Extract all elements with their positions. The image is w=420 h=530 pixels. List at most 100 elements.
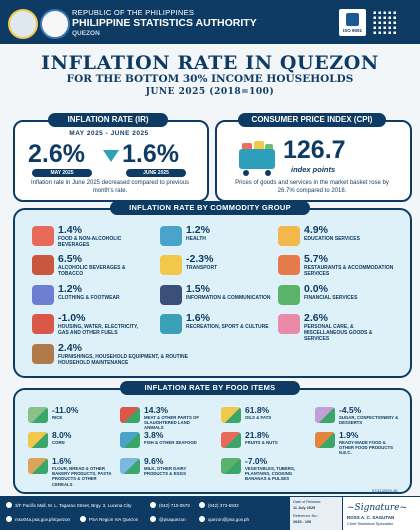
commodity-value: -1.0%: [58, 312, 86, 324]
iso-badge: ISO 9001: [339, 9, 366, 36]
psa-seal-icon: [8, 9, 38, 39]
food-value: 61.8%: [245, 405, 270, 415]
twitter-icon: [150, 516, 156, 522]
footer-facebook[interactable]: PSA Region IVA Quezon: [89, 517, 139, 522]
inflation-rate-label: INFLATION RATE (IR): [48, 113, 168, 127]
footer-phone-1: (042) 710-0579: [159, 503, 190, 508]
meat-icon: [120, 407, 140, 423]
commodity-value: 2.6%: [304, 312, 328, 324]
signer-title: Chief Statistical Specialist: [347, 521, 393, 526]
commodity-value: 1.4%: [58, 224, 82, 236]
agency-name: PHILIPPINE STATISTICS AUTHORITY: [72, 17, 257, 29]
date-value: 11 July 2025: [293, 506, 316, 510]
restaurant-icon: [278, 255, 300, 275]
food-value: 14.3%: [144, 405, 169, 415]
email-icon: [199, 516, 205, 522]
commodity-group-panel: [13, 208, 412, 378]
signature: ~Signature~: [347, 503, 408, 513]
commodity-label: ALCOHOLIC BEVERAGES & TOBACCO: [58, 265, 126, 277]
personal-care-icon: [278, 314, 300, 334]
footer-email[interactable]: quezon@psa.gov.ph: [208, 517, 250, 522]
cpi-value: 126.7: [283, 136, 346, 164]
commodity-value: 1.2%: [58, 283, 82, 295]
document-code: 07/11/2025-16: [372, 488, 398, 493]
commodity-label: FURNISHINGS, HOUSEHOLD EQUIPMENT, & ROUT…: [58, 354, 189, 366]
commodity-group-label: INFLATION RATE BY COMMODITY GROUP: [110, 201, 310, 215]
commodity-value: 0.0%: [304, 283, 328, 295]
commodity-label: RESTAURANTS & ACCOMMODATION SERVICES: [304, 265, 394, 277]
commodity-value: -2.3%: [186, 253, 214, 265]
office-name: QUEZON: [72, 30, 100, 37]
food-value: -4.5%: [339, 405, 362, 415]
commodity-label: RECREATION, SPORT & CULTURE: [186, 324, 269, 330]
commodity-value: 1.6%: [186, 312, 210, 324]
commodity-label: CLOTHING & FOOTWEAR: [58, 295, 120, 301]
commodity-label: PERSONAL CARE, & MISCELLANEOUS GOODS & S…: [304, 324, 373, 342]
food-label: MEAT & OTHER PARTS OF SLAUGHTERED LAND A…: [144, 415, 199, 431]
food-label: READY-MADE FOOD & OTHER FOOD PRODUCTS N.…: [339, 440, 393, 456]
transport-icon: [160, 255, 182, 275]
food-value: 1.9%: [339, 430, 359, 440]
commodity-value: 1.2%: [186, 224, 210, 236]
inflation-note: Inflation rate in June 2025 decreased co…: [30, 180, 190, 194]
food-icon: [32, 226, 54, 246]
furnishings-icon: [32, 344, 54, 364]
fish-icon: [120, 432, 140, 448]
food-label: CORN: [52, 440, 65, 445]
commodity-label: TRANSPORT: [186, 265, 218, 271]
date-label: Date of Release:: [293, 500, 322, 504]
footer-address: 3/F Pacific Mall, M. L. Tagarao Street, …: [15, 503, 132, 508]
footer-website[interactable]: rsso04a.psa.gov.ph/quezon: [15, 517, 70, 522]
june-tag: JUNE 2025: [126, 169, 186, 177]
food-value: 21.8%: [245, 430, 270, 440]
page-title: INFLATION RATE IN QUEZON: [41, 52, 379, 74]
shopping-cart-icon: [233, 141, 279, 177]
commodity-value: 2.4%: [58, 342, 82, 354]
food-value: 8.0%: [52, 430, 72, 440]
cpi-label: CONSUMER PRICE INDEX (CPI): [238, 113, 386, 127]
health-icon: [160, 226, 182, 246]
sugar-icon: [315, 407, 335, 423]
footer-phone-2: (042) 373-6932: [208, 503, 239, 508]
bagong-pilipinas-logo-icon: [40, 9, 70, 39]
may-inflation-value: 2.6%: [28, 140, 85, 168]
reference-label: Reference No.:: [293, 514, 319, 518]
clothing-icon: [32, 285, 54, 305]
food-label: RICE: [52, 415, 63, 420]
cpi-unit: index points: [291, 165, 336, 174]
footer-twitter[interactable]: @psaquezon: [159, 517, 186, 522]
page-subtitle: FOR THE BOTTOM 30% INCOME HOUSEHOLDS: [66, 73, 354, 85]
food-items-panel: [13, 388, 412, 494]
food-label: MILK, OTHER DAIRY PRODUCTS & EGGS: [144, 466, 187, 477]
bread-icon: [28, 458, 48, 474]
commodity-label: FINANCIAL SERVICES: [304, 295, 358, 301]
rice-icon: [28, 407, 48, 423]
food-label: VEGETABLES, TUBERS, PLANTAINS, COOKING B…: [245, 466, 296, 482]
food-label: FLOUR, BREAD & OTHER BAKERY PRODUCTS, PA…: [52, 466, 112, 487]
food-label: SUGAR, CONFECTIONERY & DESSERTS: [339, 415, 399, 426]
commodity-label: INFORMATION & COMMUNICATION: [186, 295, 271, 301]
education-icon: [278, 226, 300, 246]
finance-icon: [278, 285, 300, 305]
food-value: -11.0%: [52, 405, 79, 415]
commodity-label: FOOD & NON-ALCOHOLIC BEVERAGES: [58, 236, 122, 248]
reference-value: 2025 - 109: [293, 520, 312, 524]
food-label: FRUITS & NUTS: [245, 440, 278, 445]
corn-icon: [28, 432, 48, 448]
commodity-value: 4.9%: [304, 224, 328, 236]
location-icon: [6, 502, 12, 508]
header-bar: REPUBLIC OF THE PHILIPPINES PHILIPPINE S…: [0, 0, 420, 44]
decrease-arrow-icon: [103, 150, 119, 162]
commodity-value: 5.7%: [304, 253, 328, 265]
iso-certification-icon: [346, 13, 359, 26]
commodity-label: HOUSING, WATER, ELECTRICITY, GAS AND OTH…: [58, 324, 139, 336]
may-tag: MAY 2025: [32, 169, 92, 177]
page-period: JUNE 2025 (2018=100): [145, 87, 275, 97]
inflation-period-range: MAY 2025 - JUNE 2025: [69, 130, 149, 137]
commodity-value: 6.5%: [58, 253, 82, 265]
ready-food-icon: [315, 432, 335, 448]
iso-label: ISO 9001: [342, 28, 362, 33]
commodity-label: EDUCATION SERVICES: [304, 236, 360, 242]
qr-code-icon[interactable]: [371, 9, 398, 36]
food-value: -7.0%: [245, 456, 268, 466]
